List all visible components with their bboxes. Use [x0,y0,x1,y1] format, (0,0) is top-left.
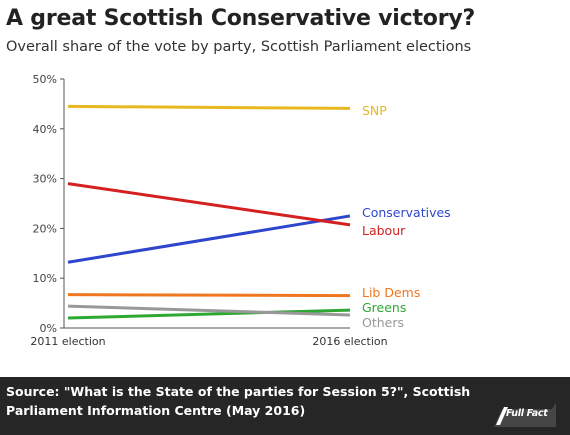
chart-subtitle: Overall share of the vote by party, Scot… [6,39,472,55]
series-line-conservatives [67,214,351,264]
y-tick-label: 50% [33,73,57,86]
line-chart: 0% 10% 20% 30% 40% 50% 2011 election 2016 elect… [30,73,451,348]
series-label-lib-dems: Lib Dems [362,285,420,300]
logo-text: Full Fact [506,408,548,419]
logo-mark-icon [494,403,556,427]
chart-title: A great Scottish Conservative victory? [6,6,476,31]
series-line-greens [67,308,351,320]
source-text: Source: "What is the State of the partie… [6,384,471,418]
series-line-others [67,304,351,317]
source-footer: Source: "What is the State of the partie… [0,377,570,435]
y-tick-label: 0% [40,322,57,335]
series-line-snp [67,104,351,110]
series-line-labour [67,182,351,227]
series-line-lib-dems [67,293,351,298]
x-tick-label: 2016 election [312,335,387,348]
x-tick-label: 2011 election [30,335,105,348]
series-label-others: Others [362,315,404,330]
y-tick-label: 30% [33,173,57,186]
full-fact-logo: Full Fact [494,403,556,427]
y-tick-label: 20% [33,222,57,235]
series-label-conservatives: Conservatives [362,205,451,220]
y-tick-label: 10% [33,272,57,285]
y-tick-label: 40% [33,123,57,136]
series-label-labour: Labour [362,223,406,238]
series-label-snp: SNP [362,103,387,118]
series-label-greens: Greens [362,300,406,315]
